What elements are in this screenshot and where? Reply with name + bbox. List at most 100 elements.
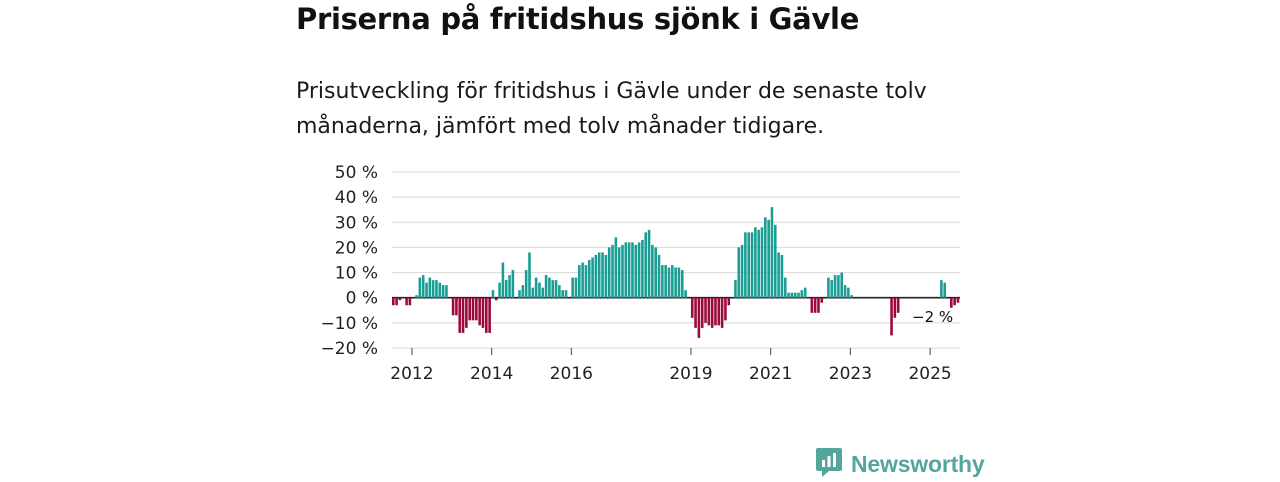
- bar: [770, 207, 774, 298]
- bar: [431, 280, 435, 298]
- bar: [707, 297, 711, 326]
- bar: [611, 244, 614, 298]
- bar: [607, 247, 611, 298]
- bar: [518, 290, 521, 298]
- bar: [797, 292, 800, 298]
- bar: [783, 277, 787, 298]
- bar: [641, 239, 644, 298]
- bar: [415, 295, 418, 298]
- bar: [647, 229, 651, 298]
- bar: [408, 297, 412, 306]
- bar: [720, 297, 724, 328]
- bar: [837, 275, 840, 298]
- bar: [485, 297, 488, 333]
- x-tick-label: 2021: [749, 364, 792, 384]
- bar: [714, 297, 717, 326]
- bar: [740, 244, 744, 298]
- bars: [392, 207, 960, 338]
- y-tick-label: 40 %: [335, 188, 378, 208]
- bar: [760, 227, 764, 298]
- bar: [651, 244, 654, 298]
- bar: [604, 254, 608, 298]
- bar: [750, 232, 754, 298]
- bar: [488, 297, 491, 333]
- y-axis: 50 % 40 % 30 % 20 % 10 % 0 % −10 % −20 %: [321, 163, 378, 359]
- bar: [803, 287, 807, 298]
- bar: [790, 292, 794, 298]
- x-axis: 2012 2014 2016 2019 2021 2023 2025: [390, 348, 952, 384]
- bar: [754, 227, 757, 298]
- bar: [491, 290, 495, 298]
- bar: [830, 280, 834, 298]
- bar: [847, 287, 850, 298]
- bar: [800, 290, 804, 298]
- bar: [780, 254, 784, 298]
- x-tick-label: 2023: [829, 364, 872, 384]
- bar: [773, 224, 777, 298]
- bar: [574, 277, 578, 298]
- bar: [508, 275, 511, 298]
- bar: [561, 290, 564, 298]
- bar: [677, 267, 681, 298]
- bar: [940, 280, 943, 298]
- bar: [614, 237, 618, 298]
- bar: [617, 247, 621, 298]
- newsworthy-logo-text: Newsworthy: [851, 450, 985, 477]
- bar: [950, 297, 953, 308]
- bar: [813, 297, 817, 313]
- bar: [421, 275, 425, 298]
- bar: [418, 277, 422, 298]
- bar: [664, 265, 667, 298]
- bar: [538, 282, 541, 298]
- bar: [441, 285, 445, 298]
- bar: [850, 295, 853, 298]
- y-tick-label: 50 %: [335, 163, 378, 183]
- bar: [690, 297, 694, 318]
- bar: [504, 280, 508, 298]
- newsworthy-logo: Newsworthy: [815, 446, 985, 482]
- bar: [571, 277, 574, 298]
- bar: [700, 297, 704, 328]
- last-value-annotation: −2 %: [912, 308, 953, 326]
- bar: [501, 262, 505, 298]
- bar: [465, 297, 468, 328]
- bar: [667, 267, 671, 298]
- bar: [767, 219, 770, 298]
- y-tick-label: 10 %: [335, 264, 378, 284]
- bar: [587, 260, 591, 298]
- bar: [597, 252, 601, 298]
- bar: [747, 232, 751, 298]
- bar: [840, 272, 844, 298]
- bar: [578, 265, 581, 298]
- bar: [843, 285, 847, 298]
- bar: [584, 265, 588, 298]
- x-tick-label: 2014: [470, 364, 513, 384]
- bar: [827, 277, 830, 298]
- bar: [810, 297, 814, 313]
- bar: [956, 297, 960, 303]
- bar: [451, 297, 455, 316]
- bar: [764, 217, 767, 298]
- bar: [943, 282, 946, 298]
- chart-subtitle: Prisutveckling för fritidshus i Gävle un…: [296, 79, 927, 139]
- bar: [637, 242, 641, 298]
- bar: [395, 297, 398, 306]
- bar: [621, 244, 624, 298]
- bar: [558, 285, 561, 298]
- bar: [727, 297, 731, 306]
- bar: [890, 297, 893, 336]
- bar: [438, 282, 442, 298]
- bar: [428, 277, 432, 298]
- bar: [521, 285, 525, 298]
- bar: [531, 287, 535, 298]
- x-tick-label: 2025: [908, 364, 951, 384]
- bar: [657, 254, 661, 298]
- bar: [893, 297, 897, 318]
- x-tick-label: 2019: [669, 364, 712, 384]
- bar: [528, 252, 531, 298]
- bar: [564, 290, 568, 298]
- bar: [471, 297, 475, 321]
- bar: [498, 282, 501, 298]
- y-tick-label: 20 %: [335, 238, 378, 258]
